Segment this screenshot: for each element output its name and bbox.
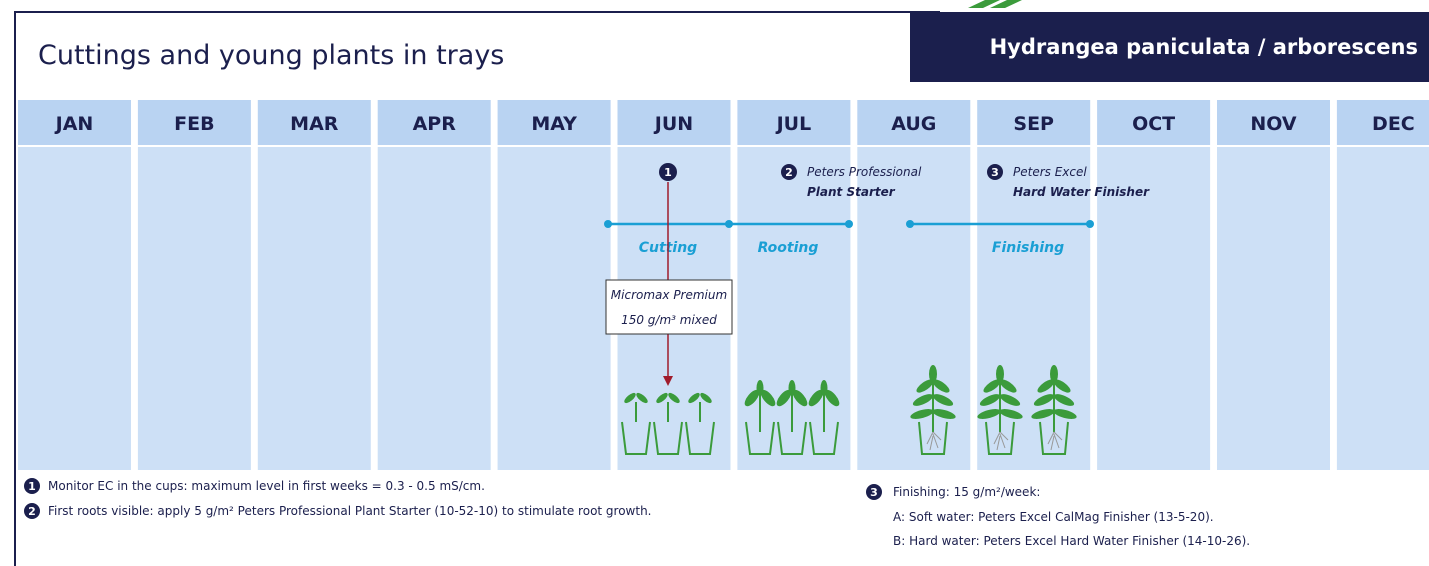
month-column xyxy=(258,147,371,470)
month-column xyxy=(1217,147,1330,470)
month-label: JUN xyxy=(653,113,693,135)
month-label: JUL xyxy=(775,113,812,135)
month-label: AUG xyxy=(891,113,936,135)
month-column xyxy=(1337,147,1429,470)
month-label: NOV xyxy=(1250,113,1297,135)
month-column xyxy=(138,147,251,470)
note: B: Hard water: Peters Excel Hard Water F… xyxy=(893,534,1250,548)
month-label: MAY xyxy=(531,113,577,135)
marker-text: Plant Starter xyxy=(807,185,896,199)
note: A: Soft water: Peters Excel CalMag Finis… xyxy=(893,510,1214,524)
subtitle: Hydrangea paniculata / arborescens xyxy=(990,35,1418,59)
page: JAN FEB MAR APR MAY JUN JUL AUG SEP OCT NOV DEC Cut… xyxy=(0,0,1429,566)
month-label: DEC xyxy=(1372,113,1415,135)
note: Monitor EC in the cups: maximum level in… xyxy=(48,479,485,493)
note-number: 3 xyxy=(870,486,878,499)
month-label: JAN xyxy=(54,113,94,135)
phase-label: Finishing xyxy=(992,240,1064,256)
callout-text: 150 g/m³ mixed xyxy=(621,313,717,327)
month-label: MAR xyxy=(290,113,339,135)
marker-number: 1 xyxy=(664,166,672,179)
logo xyxy=(968,0,1022,8)
marker-number: 2 xyxy=(785,166,793,179)
marker-text: Peters Professional xyxy=(807,165,922,179)
marker-text: Hard Water Finisher xyxy=(1013,185,1150,199)
month-label: OCT xyxy=(1132,113,1175,135)
month-column xyxy=(18,147,131,470)
marker-number: 3 xyxy=(991,166,999,179)
note-number: 1 xyxy=(28,480,36,493)
month-column xyxy=(498,147,611,470)
note-number: 2 xyxy=(28,505,36,518)
phase-label: Rooting xyxy=(758,240,819,256)
note: Finishing: 15 g/m²/week: xyxy=(893,485,1040,499)
month-column xyxy=(378,147,491,470)
month-label: APR xyxy=(413,113,457,135)
title: Cuttings and young plants in trays xyxy=(38,40,504,71)
callout-text: Micromax Premium xyxy=(611,288,727,302)
month-label: SEP xyxy=(1013,113,1054,135)
month-label: FEB xyxy=(174,113,214,135)
note: First roots visible: apply 5 g/m² Peters… xyxy=(48,504,652,518)
marker-text: Peters Excel xyxy=(1013,165,1087,179)
